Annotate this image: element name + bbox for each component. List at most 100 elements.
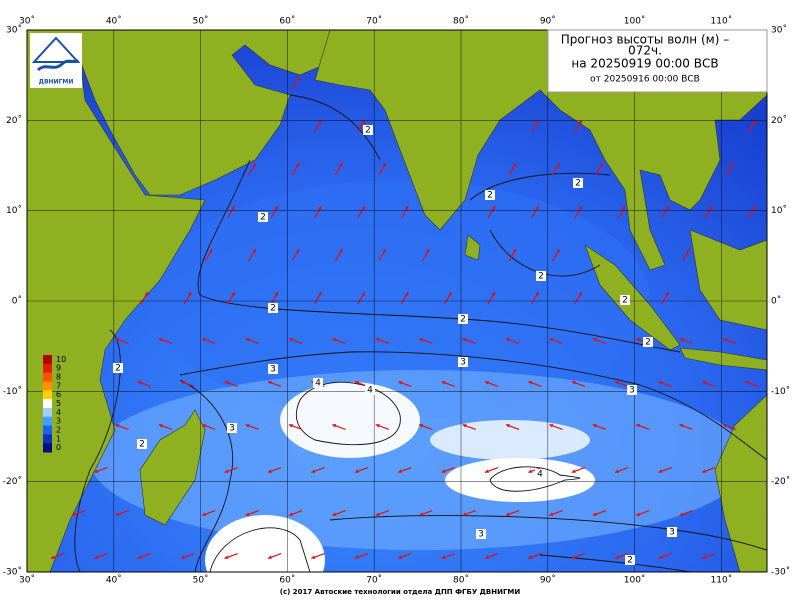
contour-label: 2 bbox=[575, 179, 581, 189]
wind-arrow bbox=[769, 77, 776, 89]
wind-arrow-head bbox=[701, 381, 706, 385]
wind-arrow-head bbox=[332, 338, 337, 342]
wind-arrow-head bbox=[752, 205, 756, 210]
wind-arrow-head bbox=[722, 424, 727, 428]
map-frame bbox=[26, 29, 768, 573]
lon-label-top: 110˚ bbox=[711, 16, 733, 27]
contour-label: 3 bbox=[478, 530, 484, 540]
wind-arrow-head bbox=[636, 512, 641, 516]
wind-arrow-head bbox=[404, 205, 409, 210]
colorbar-label: 0 bbox=[56, 443, 61, 452]
wind-arrow-head bbox=[231, 205, 235, 210]
contour-label: 3 bbox=[460, 358, 466, 368]
wind-arrow-head bbox=[441, 469, 446, 473]
wind-arrow-head bbox=[528, 469, 533, 473]
lon-label-top: 60˚ bbox=[279, 16, 295, 27]
wind-arrow-head bbox=[231, 291, 235, 296]
contour-line bbox=[197, 159, 681, 353]
colorbar-label: 3 bbox=[56, 417, 61, 426]
title: Прогноз высоты волн (м) – bbox=[561, 33, 729, 47]
wind-arrow-head bbox=[187, 291, 192, 296]
wind-arrow-head bbox=[94, 555, 99, 559]
wind-arrow-head bbox=[505, 424, 510, 428]
australia bbox=[714, 394, 767, 572]
contour-labels: 2 2 2 2 2 2 2 2 2 2 3 3 4 4 3 3 2 4 3 3 2 bbox=[113, 125, 677, 566]
contour-label-bg bbox=[667, 527, 677, 537]
lat-label-right: -20˚ bbox=[771, 476, 790, 487]
wind-arrow-head bbox=[50, 555, 55, 559]
wind-arrow-head bbox=[361, 291, 365, 296]
contour-label: 2 bbox=[487, 191, 493, 201]
madagascar bbox=[139, 409, 206, 526]
lat-label-left: -30˚ bbox=[3, 567, 22, 578]
wind-arrow-head bbox=[512, 248, 517, 253]
contour-line bbox=[179, 351, 767, 461]
wind-arrow-head bbox=[375, 338, 380, 342]
wind-arrow-head bbox=[535, 119, 539, 124]
wind-arrow bbox=[769, 163, 776, 175]
wind-arrow-head bbox=[202, 512, 207, 516]
title: на 20250919 00:00 ВСВ bbox=[571, 57, 718, 71]
wind-arrow-head bbox=[679, 512, 684, 516]
wind-arrow-head bbox=[462, 512, 467, 516]
lon-label-top: 100˚ bbox=[624, 16, 646, 27]
wind-arrow-head bbox=[535, 291, 539, 296]
wind-arrow-head bbox=[202, 338, 207, 342]
wind-arrow-head bbox=[361, 205, 365, 210]
wind-arrow-head bbox=[665, 291, 669, 296]
lat-label-left: -10˚ bbox=[3, 386, 22, 397]
contour-label: 2 bbox=[627, 556, 633, 566]
wind-arrow-head bbox=[578, 119, 582, 124]
wind-arrow-head bbox=[339, 248, 343, 253]
wind-arrow-head bbox=[425, 248, 430, 253]
wind-arrow-head bbox=[505, 512, 510, 516]
wind-arrow-head bbox=[505, 338, 510, 342]
contour-label-bg bbox=[476, 529, 486, 539]
wind-arrow-head bbox=[752, 119, 756, 124]
wind-arrow-head bbox=[773, 163, 776, 167]
contour-line bbox=[539, 554, 691, 572]
wind-arrow-head bbox=[158, 338, 163, 342]
wind-arrow-head bbox=[267, 469, 272, 473]
colorbar-swatch bbox=[43, 355, 52, 365]
wind-arrow-head bbox=[722, 338, 727, 342]
wind-arrow-head bbox=[701, 555, 706, 559]
wind-arrow-head bbox=[332, 424, 337, 428]
contour-label: 2 bbox=[538, 272, 544, 282]
contour-line bbox=[489, 466, 581, 492]
colorbar-swatch bbox=[43, 372, 52, 382]
wind-arrow-head bbox=[491, 205, 496, 210]
sri-lanka bbox=[464, 234, 481, 261]
wind-arrow-head bbox=[636, 338, 641, 342]
contour-label: 3 bbox=[629, 386, 635, 396]
wind-arrow-head bbox=[592, 512, 597, 516]
wind-arrow-head bbox=[252, 248, 256, 253]
wind-arrow-head bbox=[484, 381, 489, 385]
wind-arrow bbox=[766, 514, 767, 516]
java bbox=[679, 347, 767, 371]
wind-arrow-head bbox=[375, 424, 380, 428]
wind-arrow-head bbox=[484, 555, 489, 559]
contour-line bbox=[289, 94, 381, 161]
contour-label-bg bbox=[137, 439, 147, 449]
lon-label-bottom: 50˚ bbox=[193, 575, 209, 586]
lon-label-bottom: 70˚ bbox=[366, 575, 382, 586]
title: 072ч. bbox=[628, 44, 662, 58]
contour-label: 4 bbox=[367, 386, 373, 396]
wind-arrow-head bbox=[615, 555, 620, 559]
wind-arrow-head bbox=[556, 248, 560, 253]
wind-arrow-head bbox=[311, 469, 316, 473]
contour-label-bg bbox=[458, 314, 468, 324]
wind-arrow-head bbox=[528, 381, 533, 385]
lat-label-right: -10˚ bbox=[771, 386, 790, 397]
lon-label-top: 50˚ bbox=[193, 16, 209, 27]
wind-arrow-head bbox=[115, 338, 120, 342]
borneo bbox=[689, 229, 767, 331]
lat-label-right: 30˚ bbox=[771, 25, 787, 36]
wind-arrow-head bbox=[549, 338, 554, 342]
contour-label-bg bbox=[268, 364, 278, 374]
wind-arrow-head bbox=[615, 381, 620, 385]
wind-arrow-head bbox=[71, 512, 76, 516]
